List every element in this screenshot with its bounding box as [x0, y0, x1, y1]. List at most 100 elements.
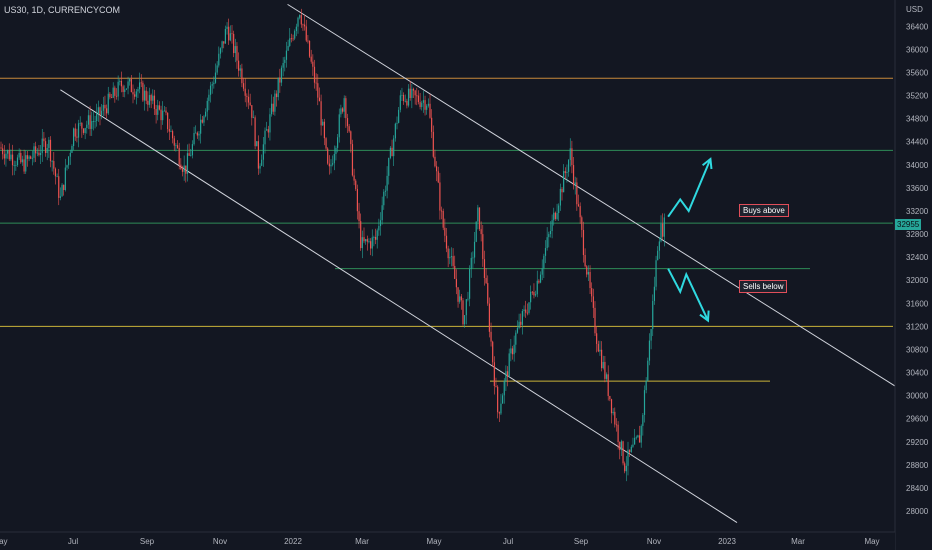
candle-body — [73, 128, 75, 147]
candle-body — [261, 159, 263, 166]
candle-body — [117, 81, 119, 97]
candle-body — [28, 156, 30, 159]
candle-body — [221, 41, 223, 49]
candle-body — [127, 81, 129, 89]
candle-body — [629, 449, 631, 453]
candle-body — [584, 255, 586, 267]
candle-body — [360, 221, 362, 249]
candle-body — [348, 126, 350, 132]
candle-body — [254, 117, 256, 147]
candle-body — [581, 217, 583, 230]
candle-body — [272, 103, 274, 112]
candle-body — [160, 109, 162, 121]
time-tick-label: Nov — [213, 537, 227, 546]
candle-body — [252, 117, 255, 119]
candle-body — [162, 110, 164, 121]
candle-body — [465, 299, 467, 316]
candle-body — [300, 15, 302, 25]
candle-body — [226, 26, 228, 29]
candle-body — [7, 150, 9, 154]
candle-body — [526, 312, 528, 314]
candle-body — [38, 152, 40, 156]
candle-body — [264, 130, 266, 145]
candle-body — [490, 331, 492, 342]
candle-body — [597, 343, 599, 352]
candle-body — [483, 259, 486, 278]
candle-body — [596, 333, 598, 344]
candle-body — [454, 265, 456, 279]
candle-body — [26, 155, 28, 159]
candle-body — [393, 138, 395, 157]
candle-body — [617, 424, 619, 443]
candle-body — [539, 274, 542, 283]
candle-body — [572, 165, 575, 186]
candle-body — [538, 280, 540, 283]
price-tick-label: 32400 — [906, 253, 929, 262]
candle-body — [82, 128, 85, 133]
candle-body — [66, 165, 68, 168]
candle-body — [125, 88, 127, 90]
candle-body — [586, 266, 588, 275]
candle-body — [241, 68, 243, 84]
candle-body — [579, 206, 581, 218]
candle-body — [94, 120, 96, 122]
candle-body — [322, 121, 324, 126]
candle-body — [383, 191, 385, 206]
time-tick-label: Nov — [647, 537, 661, 546]
candle-body — [373, 237, 375, 238]
candle-body — [200, 119, 202, 134]
candle-body — [312, 61, 314, 67]
candle-body — [378, 226, 380, 231]
candle-body — [630, 446, 632, 453]
price-tick-label: 28800 — [906, 461, 929, 470]
candle-body — [379, 220, 382, 227]
candle-body — [41, 138, 43, 153]
candle-body — [61, 184, 63, 197]
candle-body — [193, 133, 195, 145]
candle-body — [112, 87, 114, 98]
candle-body — [15, 165, 17, 166]
candle-body — [323, 121, 325, 139]
bearish-scenario-arrowhead — [699, 310, 710, 323]
candle-body — [124, 89, 126, 93]
channel-lower-line — [60, 89, 738, 523]
candle-body — [439, 182, 441, 211]
candle-body — [660, 223, 662, 242]
candle-body — [351, 144, 354, 176]
candle-body — [591, 288, 593, 297]
candle-body — [602, 361, 604, 369]
candle-body — [662, 223, 664, 237]
candle-body — [587, 272, 589, 275]
candle-body — [442, 211, 444, 228]
candle-body — [233, 33, 235, 54]
candle-body — [609, 395, 611, 400]
candle-body — [20, 152, 22, 163]
candle-body — [445, 235, 448, 249]
candle-body — [424, 100, 426, 110]
candle-body — [620, 441, 622, 451]
candle-body — [130, 79, 132, 93]
candle-body — [663, 217, 665, 237]
candle-body — [485, 277, 487, 284]
candle-body — [341, 108, 344, 112]
candle-body — [508, 353, 510, 377]
candle-body — [213, 82, 215, 85]
horizontal-levels — [0, 77, 893, 382]
time-axis[interactable]: May Jul Sep Nov 2022 Mar May Jul Sep Nov 2023 Mar Ma… — [0, 531, 895, 550]
price-axis[interactable]: USD 28000 28400 28800 29200 29600 30000 30400 30… — [894, 0, 932, 550]
candle-body — [279, 77, 281, 83]
candle-body — [56, 176, 58, 178]
candle-body — [589, 272, 591, 289]
candle-body — [429, 103, 431, 118]
candle-body — [434, 156, 436, 167]
candle-body — [462, 300, 464, 325]
symbol-label[interactable]: US30, 1D, CURRENCYCOM — [4, 5, 121, 15]
candle-body — [236, 46, 238, 61]
candle-body — [647, 360, 649, 381]
candle-body — [71, 146, 73, 153]
candle-body — [432, 131, 434, 157]
candle-body — [137, 89, 139, 92]
candle-body — [145, 90, 147, 101]
candle-body — [541, 268, 543, 275]
